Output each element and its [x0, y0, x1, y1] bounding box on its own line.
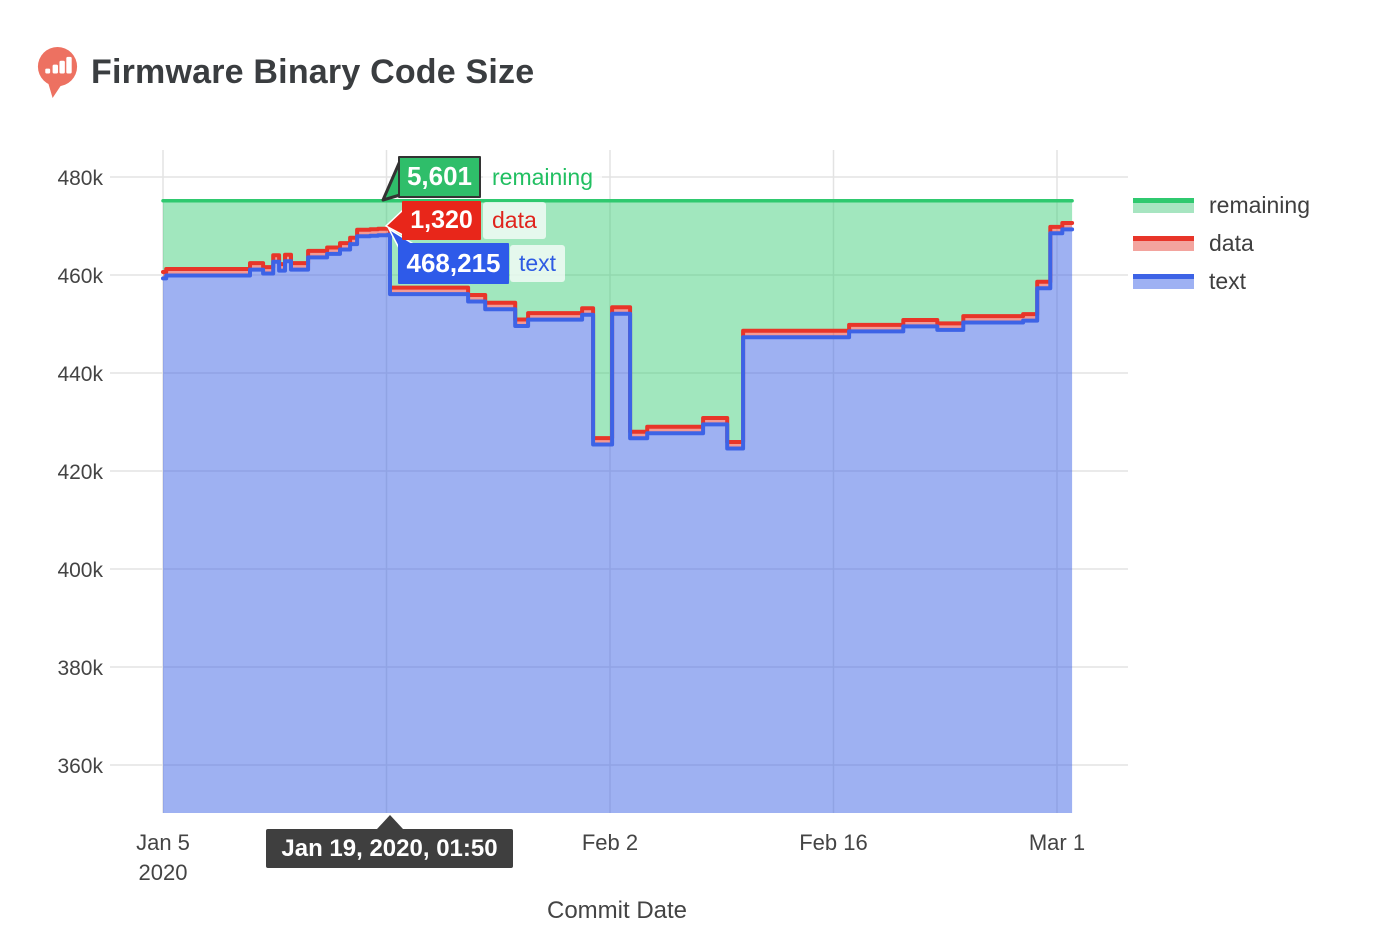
series-lines [161, 199, 1075, 451]
y-tick-label: 460k [57, 265, 103, 288]
legend-item-data[interactable]: data [1133, 229, 1310, 256]
y-tick-label: 440k [57, 363, 103, 386]
y-tick-label: 480k [57, 167, 103, 190]
legend-label: text [1209, 267, 1247, 294]
x-tick-label-year: 2020 [139, 860, 188, 885]
legend: remaining data text [1133, 191, 1310, 308]
x-tick-label: Feb 2 [582, 830, 638, 855]
header: Firmware Binary Code Size [34, 44, 534, 101]
x-tick-label: Feb 16 [799, 830, 868, 855]
line-data [161, 221, 1075, 444]
hover-label-remaining: remaining [483, 159, 602, 196]
x-axis-title: Commit Date [547, 897, 687, 924]
axis-tick-labels: 480k 460k 440k 420k 400k 380k 360k Jan 5 2020 Feb… [57, 167, 1085, 885]
hover-value-remaining: 5,601 [398, 156, 481, 198]
x-tick-label: Jan 5 [136, 830, 190, 855]
hover-label-data: data [483, 202, 546, 239]
y-tick-label: 400k [57, 559, 103, 582]
hover-value-text: 468,215 [398, 243, 509, 284]
legend-label: data [1209, 229, 1254, 256]
remaining-swatch-icon [1133, 197, 1194, 213]
hover-value-data: 1,320 [402, 201, 481, 240]
area-text [163, 229, 1073, 813]
bar-chart-pin-icon [37, 47, 78, 98]
legend-label: remaining [1209, 191, 1310, 218]
y-tick-label: 380k [57, 657, 103, 680]
y-tick-label: 420k [57, 461, 103, 484]
line-text [161, 227, 1075, 451]
date-tooltip: Jan 19, 2020, 01:50 [266, 829, 513, 868]
legend-item-remaining[interactable]: remaining [1133, 191, 1310, 218]
text-swatch-icon [1133, 273, 1194, 289]
y-tick-label: 360k [57, 755, 103, 778]
hover-label-text: text [510, 245, 566, 282]
area-fills [163, 200, 1073, 813]
legend-item-text[interactable]: text [1133, 267, 1310, 294]
data-swatch-icon [1133, 235, 1194, 251]
x-tick-label: Mar 1 [1029, 830, 1085, 855]
page-title: Firmware Binary Code Size [91, 53, 535, 91]
